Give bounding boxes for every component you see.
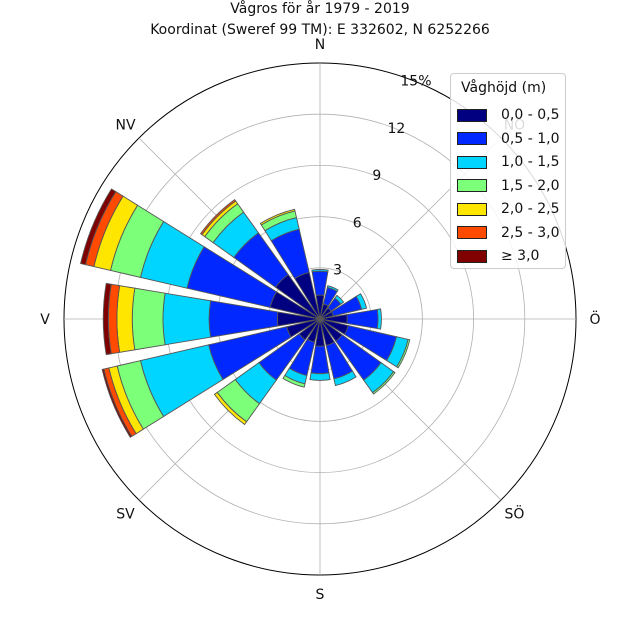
- bar-segment: [396, 338, 411, 369]
- sector-225: [213, 318, 321, 426]
- direction-label: N: [315, 37, 325, 53]
- legend-label: 2,0 - 2,5: [501, 201, 560, 217]
- bar-segment: [116, 285, 136, 353]
- bar-segment: [326, 285, 339, 293]
- ring-tick-label: 12: [387, 121, 405, 137]
- direction-label: SV: [116, 506, 135, 522]
- bar-segment: [311, 270, 329, 296]
- legend-swatch: [457, 202, 487, 216]
- sector-337.5: [259, 208, 321, 320]
- direction-label: NV: [116, 118, 136, 134]
- legend-item: 2,0 - 2,5: [457, 200, 559, 218]
- bar-segment: [162, 292, 212, 346]
- legend-swatch: [457, 155, 487, 169]
- sector-247.5: [101, 318, 321, 438]
- chart-subtitle: Koordinat (Sweref 99 TM): E 332602, N 62…: [150, 22, 490, 38]
- sector-180: [309, 318, 331, 381]
- legend-item: 1,5 - 2,0: [457, 177, 559, 195]
- legend-title: Våghöjd (m): [461, 80, 547, 96]
- legend-swatch: [457, 226, 487, 239]
- bar-segment: [333, 370, 357, 387]
- sector-45: [319, 294, 345, 320]
- sector-67.5: [319, 293, 368, 320]
- bar-segment: [334, 294, 345, 305]
- legend-item: 0,0 - 0,5: [457, 106, 559, 124]
- sector-22.5: [319, 285, 339, 320]
- sector-270: [102, 282, 321, 356]
- bar-segment: [101, 368, 133, 438]
- ring-tick-label: 15%: [400, 73, 431, 89]
- ring-tick-label: 9: [372, 168, 381, 184]
- legend-label: 1,5 - 2,0: [501, 177, 560, 194]
- sector-135: [319, 318, 396, 395]
- bar-segment: [80, 188, 117, 266]
- legend: Våghöjd (m) 0,0 - 0,5 0,5 - 1,0 1,0 - 1,5 1…: [450, 73, 566, 269]
- legend-item: 0,5 - 1,0: [457, 130, 559, 148]
- direction-label: S: [316, 587, 325, 603]
- wind-rose-bars: [80, 188, 411, 438]
- legend-swatch: [457, 179, 487, 192]
- bar-segment: [346, 308, 379, 330]
- chart-title: Vågros för år 1979 - 2019: [230, 0, 409, 17]
- bar-segment: [371, 370, 396, 395]
- legend-swatch: [457, 108, 487, 122]
- sector-315: [199, 198, 321, 320]
- legend-label: 0,5 - 1,0: [501, 130, 560, 147]
- bar-segment: [102, 282, 112, 356]
- bar-segment: [213, 391, 248, 426]
- ring-tick-label: 6: [353, 215, 362, 231]
- bar-segment: [310, 345, 330, 375]
- direction-label: Ö: [589, 310, 600, 328]
- ring-tick-label: 3: [333, 263, 342, 279]
- legend-label: 1,0 - 1,5: [501, 154, 560, 170]
- sector-112.5: [319, 318, 411, 369]
- polar-labels: NNOÖSÖSSVVNV3691215%: [40, 37, 600, 603]
- bar-segment: [376, 308, 382, 330]
- legend-label: 2,5 - 3,0: [501, 224, 560, 241]
- sector-157.5: [319, 318, 357, 387]
- legend-label: ≥ 3,0: [501, 248, 540, 264]
- bar-segment: [309, 372, 331, 381]
- bar-segment: [259, 208, 296, 226]
- bar-segment: [355, 293, 368, 310]
- direction-label: SÖ: [505, 504, 525, 522]
- bar-segment: [282, 374, 306, 388]
- legend-item: 2,5 - 3,0: [457, 224, 559, 242]
- legend-label: 0,0 - 0,5: [501, 107, 560, 123]
- bar-segment: [311, 269, 329, 273]
- bar-segment: [131, 287, 166, 351]
- legend-swatch: [457, 132, 487, 145]
- legend-item: ≥ 3,0: [457, 247, 539, 265]
- legend-item: 1,0 - 1,5: [457, 153, 559, 171]
- sector-202.5: [282, 318, 321, 388]
- sector-0: [311, 269, 329, 320]
- legend-swatch: [457, 249, 487, 263]
- sector-90: [319, 308, 382, 330]
- sector-292.5: [80, 188, 321, 320]
- direction-label: V: [40, 312, 50, 328]
- bar-segment: [199, 198, 237, 236]
